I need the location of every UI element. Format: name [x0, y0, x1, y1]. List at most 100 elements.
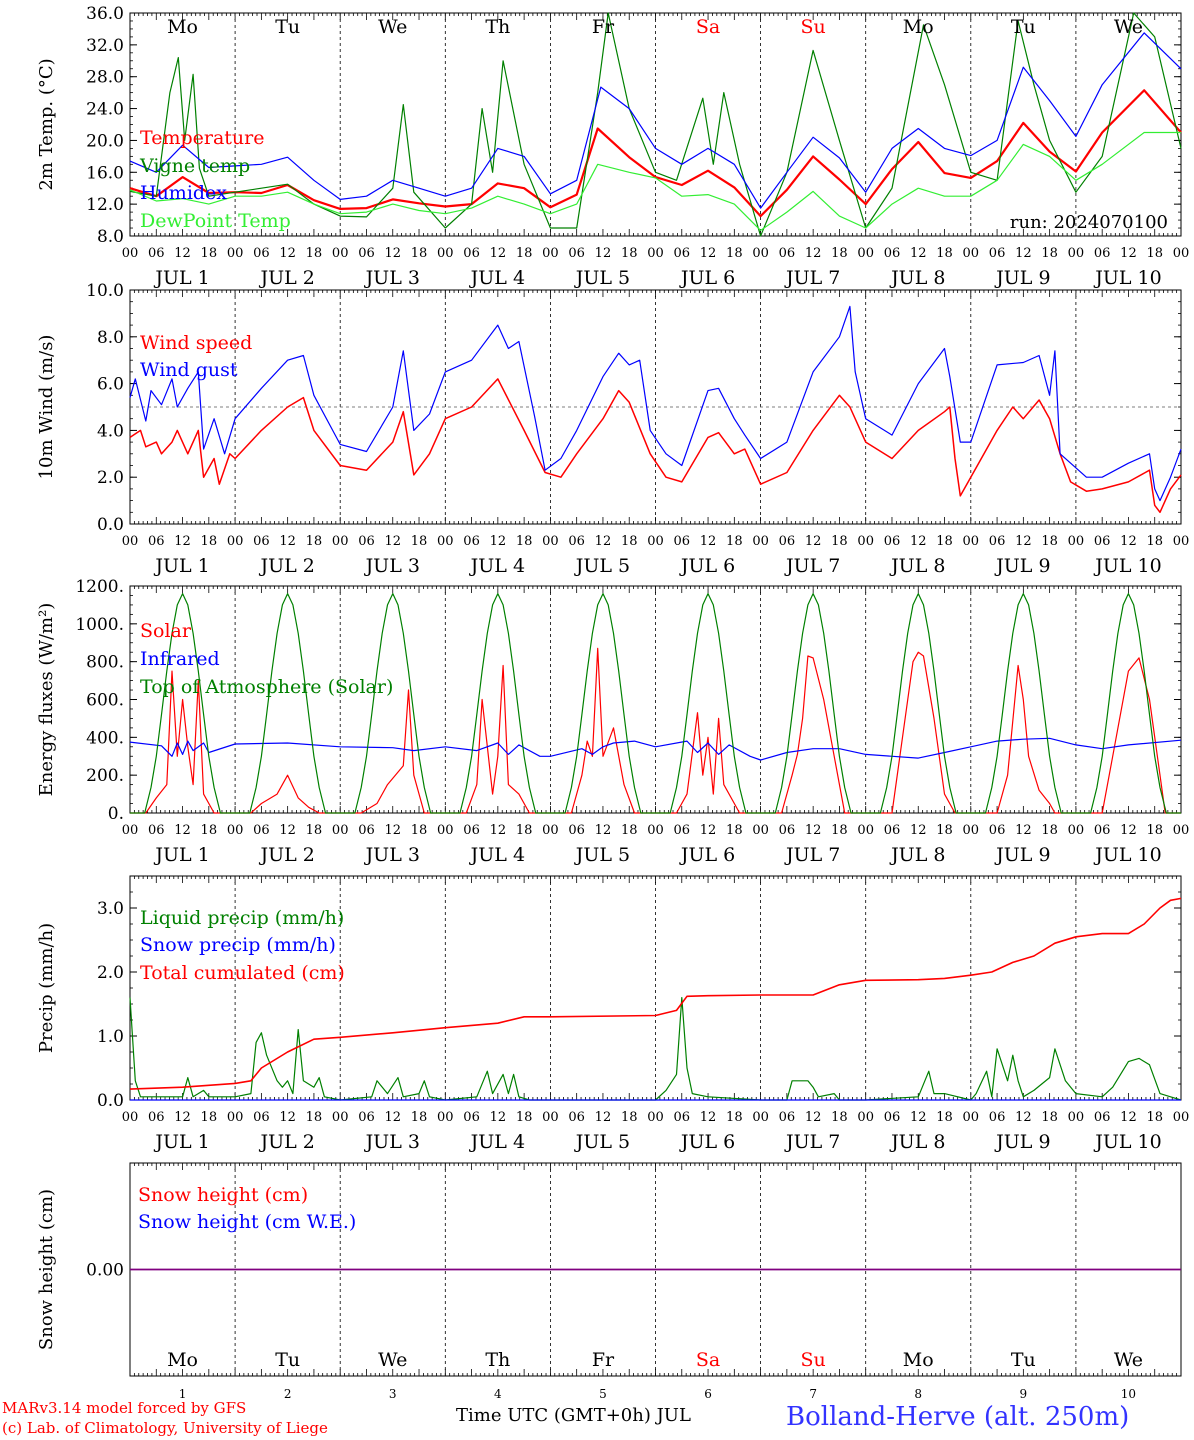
weekday-label: Tu — [1011, 1349, 1036, 1371]
date-label: JUL 2 — [258, 844, 314, 866]
hour-label: 00 — [647, 534, 664, 549]
series-line — [129, 12, 1182, 237]
date-label: JUL 9 — [994, 555, 1050, 577]
hour-label: 18 — [516, 823, 533, 838]
model-credit-line1: MARv3.14 model forced by GFS — [2, 1399, 247, 1417]
date-label: JUL 1 — [153, 267, 209, 289]
hour-label: 18 — [201, 1110, 218, 1125]
y-tick-label: 400. — [86, 728, 124, 748]
hour-label: 06 — [884, 823, 901, 838]
hour-label: 12 — [384, 823, 401, 838]
hour-label: 06 — [779, 823, 796, 838]
legend-entry: Humidex — [140, 182, 227, 204]
hour-label: 06 — [568, 246, 585, 261]
hour-label: 12 — [1120, 1110, 1137, 1125]
date-label: JUL 3 — [364, 555, 420, 577]
hour-label: 12 — [174, 823, 191, 838]
date-label: JUL 1 — [153, 844, 209, 866]
hour-label: 06 — [779, 246, 796, 261]
hour-label: 18 — [936, 1110, 953, 1125]
hour-label: 06 — [674, 534, 691, 549]
date-label: JUL 10 — [1093, 1131, 1161, 1153]
y-tick-label: 16.0 — [86, 163, 124, 183]
day-number: 4 — [494, 1387, 502, 1401]
hour-label: 00 — [647, 1110, 664, 1125]
series-line — [130, 592, 1181, 814]
hour-label: 06 — [568, 823, 585, 838]
hour-label: 12 — [805, 1110, 822, 1125]
y-tick-label: 32.0 — [86, 36, 124, 56]
hour-label: 00 — [542, 534, 559, 549]
y-tick-label: 0. — [108, 804, 124, 824]
legend-entry: Vigne temp — [139, 155, 250, 177]
weekday-label: We — [378, 1349, 407, 1371]
series-line — [129, 378, 1182, 514]
y-tick-label: 12.0 — [86, 195, 124, 215]
weekday-label: Fr — [592, 1349, 615, 1371]
hour-label: 06 — [463, 534, 480, 549]
hour-label: 06 — [1094, 1110, 1111, 1125]
y-tick-label: 600. — [86, 691, 124, 711]
weekday-label: We — [1114, 16, 1143, 38]
y-tick-label: 6.0 — [97, 375, 124, 395]
date-label: JUL 8 — [889, 1131, 945, 1153]
weekday-label: We — [1114, 1349, 1143, 1371]
hour-label: 12 — [700, 246, 717, 261]
hour-label: 00 — [332, 823, 349, 838]
weekday-label: Mo — [903, 1349, 934, 1371]
y-axis-label: 2m Temp. (°C) — [36, 58, 57, 190]
date-label: JUL 1 — [153, 1131, 209, 1153]
hour-label: 00 — [647, 823, 664, 838]
hour-label: 00 — [1068, 534, 1085, 549]
date-label: JUL 8 — [889, 267, 945, 289]
weekday-label: Su — [801, 1349, 826, 1371]
hour-label: 06 — [463, 1110, 480, 1125]
hour-label: 06 — [989, 823, 1006, 838]
hour-label: 06 — [674, 1110, 691, 1125]
y-tick-label: 2.0 — [97, 963, 124, 983]
hour-label: 18 — [411, 534, 428, 549]
hour-label: 18 — [516, 534, 533, 549]
hour-label: 18 — [201, 823, 218, 838]
legend-entry: Liquid precip (mm/h) — [140, 907, 344, 929]
date-label: JUL 7 — [784, 267, 840, 289]
date-label: JUL 5 — [574, 844, 630, 866]
day-number: 2 — [284, 1387, 292, 1401]
weekday-label: Th — [485, 16, 510, 38]
date-label: JUL 3 — [364, 267, 420, 289]
hour-label: 06 — [989, 534, 1006, 549]
hour-label: 06 — [779, 1110, 796, 1125]
hour-label: 12 — [174, 534, 191, 549]
date-label: JUL 3 — [364, 844, 420, 866]
legend-entry: Top of Atmosphere (Solar) — [140, 676, 393, 698]
hour-label: 18 — [516, 246, 533, 261]
hour-label: 12 — [1120, 246, 1137, 261]
date-label: JUL 4 — [469, 1131, 525, 1153]
hour-label: 12 — [174, 1110, 191, 1125]
hour-label: 18 — [411, 1110, 428, 1125]
hour-label: 06 — [148, 823, 165, 838]
hour-label: 00 — [752, 1110, 769, 1125]
y-axis-label: Snow height (cm) — [36, 1189, 57, 1350]
y-axis-label: Energy fluxes (W/m²) — [36, 603, 57, 797]
hour-label: 00 — [1068, 823, 1085, 838]
day-number: 9 — [1020, 1387, 1028, 1401]
date-label: JUL 7 — [784, 1131, 840, 1153]
weekday-label: Mo — [903, 16, 934, 38]
hour-label: 12 — [279, 246, 296, 261]
hour-label: 18 — [831, 1110, 848, 1125]
date-label: JUL 6 — [679, 555, 735, 577]
legend-entry: Wind speed — [140, 332, 252, 354]
legend-entry: Total cumulated (cm) — [140, 962, 345, 984]
date-label: JUL 6 — [679, 1131, 735, 1153]
date-label: JUL 5 — [574, 555, 630, 577]
hour-label: 00 — [227, 246, 244, 261]
hour-label: 18 — [306, 534, 323, 549]
hour-label: 06 — [674, 823, 691, 838]
hour-label: 18 — [411, 246, 428, 261]
hour-label: 00 — [857, 1110, 874, 1125]
hour-label: 06 — [253, 823, 270, 838]
weekday-label: Tu — [275, 1349, 300, 1371]
hour-label: 00 — [1068, 246, 1085, 261]
y-tick-label: 20.0 — [86, 131, 124, 151]
